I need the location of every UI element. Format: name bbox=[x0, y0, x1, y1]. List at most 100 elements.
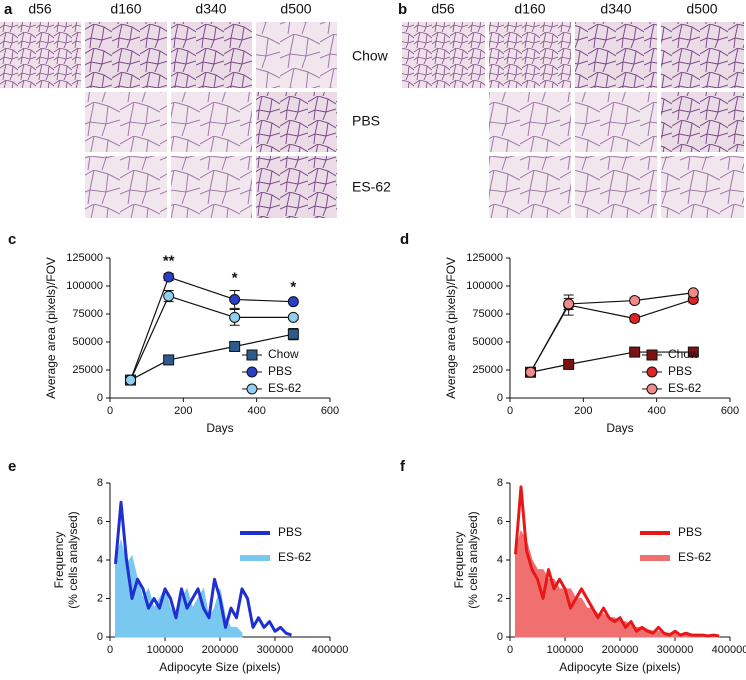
x-tick-label: 400 bbox=[647, 405, 665, 417]
row-label: ES-62 bbox=[352, 179, 391, 195]
micrograph bbox=[85, 22, 167, 88]
micrograph bbox=[171, 92, 252, 152]
column-header: d500 bbox=[686, 1, 717, 17]
legend-label: ES-62 bbox=[668, 381, 702, 395]
significance: ** bbox=[163, 253, 175, 270]
legend-item: PBS bbox=[642, 364, 692, 378]
x-tick-label: 200000 bbox=[202, 644, 239, 656]
y-tick-label: 8 bbox=[97, 477, 103, 489]
marker bbox=[287, 296, 299, 308]
x-tick-label: 200 bbox=[574, 405, 592, 417]
x-axis-label: Adipocyte Size (pixels) bbox=[159, 660, 280, 674]
marker bbox=[687, 346, 699, 358]
x-tick-label: 400000 bbox=[312, 644, 349, 656]
legend-marker bbox=[246, 349, 258, 361]
line bbox=[530, 351, 694, 373]
line bbox=[530, 298, 694, 373]
marker bbox=[229, 340, 241, 352]
column-header: d340 bbox=[195, 1, 226, 17]
panel-a-images bbox=[0, 22, 337, 218]
x-axis-label: Days bbox=[206, 421, 233, 435]
micrograph bbox=[85, 92, 167, 152]
y-tick-label: 25000 bbox=[72, 364, 103, 376]
micrograph bbox=[489, 156, 571, 218]
line bbox=[129, 276, 294, 381]
micrograph bbox=[256, 92, 337, 152]
y-tick-label: 4 bbox=[97, 554, 103, 566]
marker bbox=[287, 311, 299, 323]
y-tick-label: 4 bbox=[497, 554, 503, 566]
column-header: d56 bbox=[28, 1, 52, 17]
marker bbox=[525, 366, 537, 378]
marker bbox=[563, 358, 575, 370]
y-axis-label: Frequency bbox=[452, 532, 466, 589]
y-tick-label: 6 bbox=[97, 515, 103, 527]
y-tick-label: 25000 bbox=[472, 364, 503, 376]
micrograph bbox=[661, 92, 744, 152]
y-tick-label: 75000 bbox=[472, 308, 503, 320]
micrograph bbox=[171, 156, 252, 218]
legend-marker bbox=[646, 366, 658, 378]
legend-label: PBS bbox=[678, 525, 702, 539]
legend-marker bbox=[646, 383, 658, 395]
x-tick-label: 100000 bbox=[147, 644, 184, 656]
marker bbox=[287, 328, 299, 340]
panel-letter: e bbox=[8, 458, 16, 475]
marker bbox=[629, 346, 641, 358]
y-tick-label: 50000 bbox=[72, 336, 103, 348]
column-header: d160 bbox=[110, 1, 141, 17]
x-tick-label: 0 bbox=[507, 644, 513, 656]
significance: * bbox=[290, 278, 296, 295]
y-tick-label: 125000 bbox=[66, 252, 103, 264]
x-tick-label: 400000 bbox=[712, 644, 746, 656]
micrograph bbox=[171, 22, 252, 88]
x-tick-label: 200000 bbox=[602, 644, 639, 656]
legend-label: Chow bbox=[268, 347, 299, 361]
legend-item: PBS bbox=[240, 525, 302, 539]
y-tick-label: 6 bbox=[497, 515, 503, 527]
y-axis-label: Frequency bbox=[52, 532, 66, 589]
chart: f 0 2 4 6 8 0 100000 200000 300000 400000 Adipocyte… bbox=[400, 458, 746, 674]
x-tick-label: 600 bbox=[721, 405, 739, 417]
panel-b-images bbox=[402, 22, 744, 218]
line bbox=[114, 500, 292, 637]
y-tick-label: 0 bbox=[97, 392, 103, 404]
x-tick-label: 300000 bbox=[257, 644, 294, 656]
marker bbox=[629, 312, 641, 324]
y-tick-label: 100000 bbox=[466, 280, 503, 292]
x-tick-label: 100000 bbox=[547, 644, 584, 656]
legend-label: PBS bbox=[668, 364, 692, 378]
legend-item: PBS bbox=[640, 525, 702, 539]
y-tick-label: 8 bbox=[497, 477, 503, 489]
area bbox=[115, 538, 243, 638]
line bbox=[129, 295, 294, 381]
chart: c 0 25000 50000 75000 100000 125000 0 200 400 600 D… bbox=[8, 231, 339, 435]
legend-label: ES-62 bbox=[678, 550, 712, 564]
marker bbox=[125, 374, 137, 386]
legend-item: ES-62 bbox=[640, 550, 712, 564]
micrograph bbox=[661, 22, 744, 88]
y-tick-label: 100000 bbox=[66, 280, 103, 292]
micrograph bbox=[256, 156, 337, 218]
x-tick-label: 0 bbox=[107, 644, 113, 656]
marker bbox=[163, 290, 175, 302]
legend-item: ES-62 bbox=[242, 381, 302, 395]
marker bbox=[163, 354, 175, 366]
legend-label: Chow bbox=[668, 347, 699, 361]
column-header: d500 bbox=[280, 1, 311, 17]
y-axis-label: Average area (pixels)/FOV bbox=[44, 257, 58, 399]
panel-letter: b bbox=[398, 1, 407, 18]
micrograph bbox=[489, 92, 571, 152]
significance: * bbox=[232, 269, 238, 286]
legend-item: ES-62 bbox=[240, 550, 312, 564]
legend-label: PBS bbox=[278, 525, 302, 539]
panel-letter: c bbox=[8, 231, 16, 248]
y-tick-label: 0 bbox=[97, 631, 103, 643]
y-tick-label: 50000 bbox=[472, 336, 503, 348]
y-tick-label: 0 bbox=[497, 392, 503, 404]
chart: e 0 2 4 6 8 0 100000 200000 300000 400000 Adipocyte… bbox=[8, 458, 348, 674]
x-tick-label: 300000 bbox=[657, 644, 694, 656]
row-label: Chow bbox=[352, 48, 389, 64]
x-axis-label: Days bbox=[606, 421, 633, 435]
marker bbox=[629, 295, 641, 307]
